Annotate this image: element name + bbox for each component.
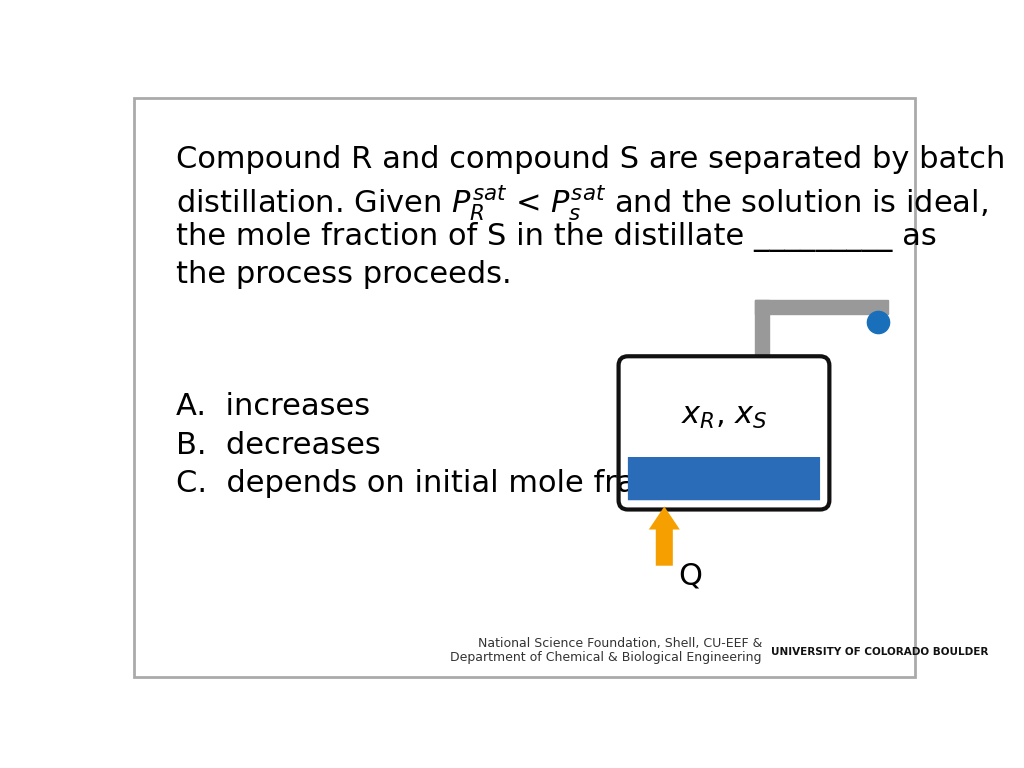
Bar <box>756 300 888 314</box>
Text: Q: Q <box>678 562 702 591</box>
Text: C.  depends on initial mole fractions: C. depends on initial mole fractions <box>176 469 727 498</box>
Bar <box>756 300 769 366</box>
Text: A.  increases: A. increases <box>176 392 370 422</box>
Text: Department of Chemical & Biological Engineering: Department of Chemical & Biological Engi… <box>451 651 762 664</box>
Text: B.  decreases: B. decreases <box>176 431 381 460</box>
FancyBboxPatch shape <box>628 457 820 500</box>
Text: National Science Foundation, Shell, CU-EEF &: National Science Foundation, Shell, CU-E… <box>477 637 762 650</box>
Bar <box>628 457 820 478</box>
Text: the mole fraction of S in the distillate _________ as: the mole fraction of S in the distillate… <box>176 221 937 252</box>
Text: UNIVERSITY OF COLORADO BOULDER: UNIVERSITY OF COLORADO BOULDER <box>771 647 988 657</box>
Text: $x_R$, $x_S$: $x_R$, $x_S$ <box>681 402 767 431</box>
Polygon shape <box>649 506 680 566</box>
Text: distillation. Given $P_R^{sat}$ < $P_s^{sat}$ and the solution is ideal,: distillation. Given $P_R^{sat}$ < $P_s^{… <box>176 183 988 223</box>
FancyBboxPatch shape <box>618 356 829 509</box>
Text: Compound R and compound S are separated by batch: Compound R and compound S are separated … <box>176 144 1006 174</box>
Text: the process proceeds.: the process proceeds. <box>176 260 512 289</box>
